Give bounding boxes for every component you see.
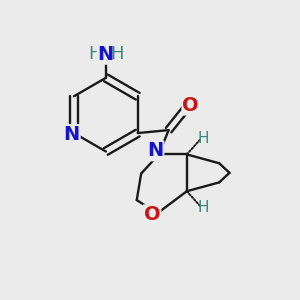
Text: H: H [198,200,209,215]
Text: N: N [64,125,80,144]
Text: H: H [88,45,101,63]
Text: O: O [182,96,199,115]
Text: O: O [144,205,160,224]
Text: H: H [198,131,209,146]
Text: N: N [147,141,164,160]
Text: N: N [98,45,114,64]
Text: H: H [110,45,124,63]
